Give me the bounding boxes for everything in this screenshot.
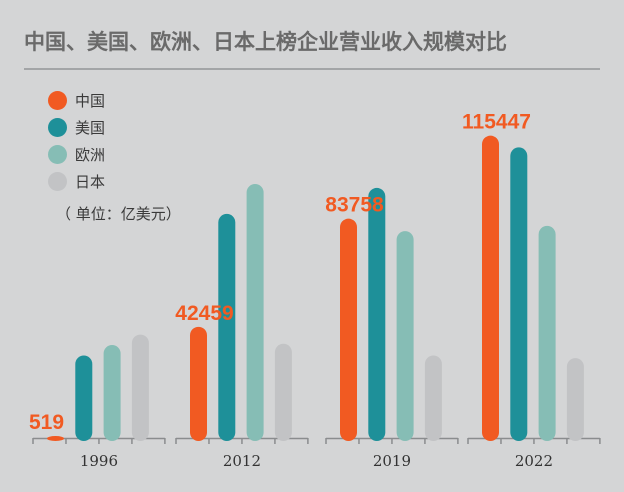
tick-label-2012: 2012 <box>223 452 261 470</box>
chart-title: 中国、美国、欧洲、日本上榜企业营业收入规模对比 <box>24 30 507 54</box>
bar-usa-2019 <box>368 187 386 441</box>
tick-label-2022: 2022 <box>515 452 553 470</box>
legend-item-china: 中国 <box>48 87 105 114</box>
bar-china-1996 <box>47 436 64 441</box>
bar-japan-2022 <box>566 358 584 441</box>
bar-china-2022 <box>482 135 499 441</box>
legend-label-japan: 日本 <box>75 173 106 191</box>
bar-japan-2012 <box>274 343 292 441</box>
bar-usa-1996 <box>75 355 93 441</box>
bar-europe-2022 <box>538 225 556 441</box>
legend-swatch-china <box>48 91 67 110</box>
legend-label-europe: 欧洲 <box>75 146 106 164</box>
data-label-china-2019: 83758 <box>325 194 384 217</box>
bar-japan-2019 <box>424 355 442 441</box>
data-label-china-2012: 42459 <box>175 302 233 325</box>
bar-usa-2012 <box>218 213 236 441</box>
legend: 中国 美国 欧洲 日本 <box>48 87 105 195</box>
title-divider <box>24 68 600 70</box>
legend-label-usa: 美国 <box>75 119 106 137</box>
data-label-china-2022: 115447 <box>462 111 531 134</box>
legend-swatch-europe <box>48 145 67 164</box>
bar-europe-1996 <box>103 345 121 441</box>
legend-swatch-usa <box>48 118 67 137</box>
legend-swatch-japan <box>48 172 67 191</box>
tick-label-2019: 2019 <box>373 452 411 470</box>
bar-china-2019 <box>340 218 357 441</box>
legend-label-china: 中国 <box>75 92 106 110</box>
tick-label-1996: 1996 <box>80 452 118 470</box>
bar-china-2012 <box>190 326 207 441</box>
bar-usa-2022 <box>510 147 528 441</box>
bar-japan-1996 <box>131 334 149 441</box>
legend-item-europe: 欧洲 <box>48 141 105 168</box>
bar-europe-2012 <box>246 183 264 442</box>
unit-note: （ 单位：亿美元） <box>56 205 181 223</box>
bar-europe-2019 <box>396 231 414 441</box>
legend-item-japan: 日本 <box>48 168 105 195</box>
legend-item-usa: 美国 <box>48 114 105 141</box>
data-label-china-1996: 519 <box>29 411 64 434</box>
